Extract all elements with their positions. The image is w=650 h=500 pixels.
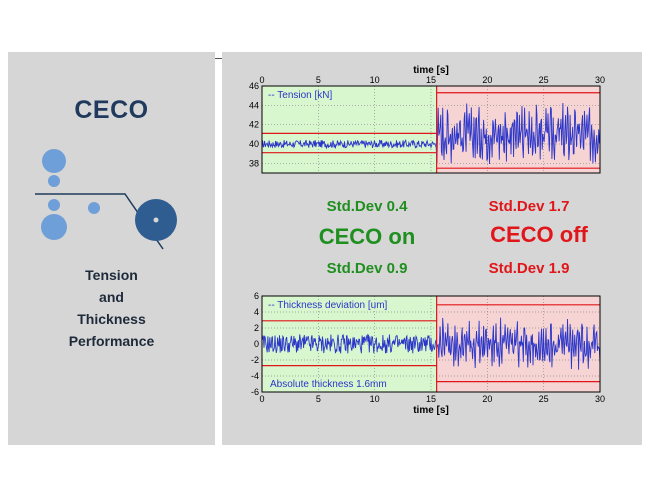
- off-tension-std: Std.Dev 1.7: [488, 198, 570, 215]
- mill-rollers-diagram: [35, 149, 177, 250]
- x-tick-label-30: 30: [595, 394, 605, 404]
- legend-label: -- Tension [kN]: [268, 90, 333, 101]
- signal-line: [261, 102, 601, 165]
- y-tick-label-46: 46: [249, 81, 259, 91]
- on-thickness-std: Std.Dev 0.9: [326, 260, 408, 277]
- divider-tick: [215, 58, 222, 59]
- brand-title: CECO: [74, 96, 149, 124]
- lower-work-roll: [48, 199, 60, 211]
- x-tick-label-15: 15: [426, 394, 436, 404]
- lower-backup-roll: [41, 214, 67, 240]
- x-axis-label: time [s]: [413, 405, 449, 416]
- x-tick-label-10: 10: [370, 75, 380, 85]
- on-zone-bg: [262, 86, 437, 173]
- x-axis-label: time [s]: [413, 65, 449, 76]
- right-panel: 0 5 10 15 20 25 30 38 40 42 44 46 time [s] -- Tension…: [222, 52, 642, 445]
- y-tick-label-2: 2: [254, 323, 259, 333]
- caption-line-1: Tension: [85, 267, 138, 283]
- left-panel: CECO Tension and Thickness Performance: [8, 52, 215, 445]
- y-tick-label-38: 38: [249, 158, 259, 168]
- x-tick-label-20: 20: [482, 394, 492, 404]
- upper-work-roll: [48, 175, 60, 187]
- x-tick-label-0: 0: [259, 75, 264, 85]
- plot-frame: [261, 295, 601, 393]
- caption-line-3: Thickness: [77, 311, 146, 327]
- legend-label: -- Thickness deviation [um]: [268, 300, 388, 311]
- coiler-center: [153, 217, 159, 223]
- upper-backup-roll: [42, 149, 66, 173]
- caption: Tension and Thickness Performance: [8, 264, 215, 352]
- signal-line: [261, 317, 601, 370]
- off-label: CECO off: [490, 222, 588, 247]
- x-tick-label-0: 0: [259, 394, 264, 404]
- x-tick-label-25: 25: [539, 75, 549, 85]
- y-tick-label-42: 42: [249, 120, 259, 130]
- thickness-chart: 0 5 10 15 20 25 30 -6 -4 -2 0 2 4 6 time [s] -- Thickne…: [251, 291, 605, 416]
- y-tick-label-44: 44: [249, 100, 259, 110]
- x-tick-label-30: 30: [595, 75, 605, 85]
- y-tick-label-40: 40: [249, 139, 259, 149]
- on-tension-std: Std.Dev 0.4: [326, 198, 408, 215]
- x-tick-label-20: 20: [482, 75, 492, 85]
- off-thickness-std: Std.Dev 1.9: [488, 260, 570, 277]
- y-tick-label--6: -6: [251, 387, 259, 397]
- caption-line-4: Performance: [68, 333, 155, 349]
- y-tick-label-6: 6: [254, 291, 259, 301]
- plot-frame: [261, 85, 601, 174]
- x-tick-label-5: 5: [316, 394, 321, 404]
- y-tick-label--2: -2: [251, 355, 259, 365]
- on-label: CECO on: [318, 224, 416, 249]
- caption-line-2: and: [99, 289, 124, 305]
- y-tick-label-0: 0: [254, 339, 259, 349]
- y-tick-label--4: -4: [251, 371, 259, 381]
- x-tick-label-5: 5: [316, 75, 321, 85]
- x-tick-label-25: 25: [539, 394, 549, 404]
- x-tick-label-10: 10: [370, 394, 380, 404]
- annotation-label: Absolute thickness 1.6mm: [270, 379, 387, 390]
- deflector-roll: [88, 202, 100, 214]
- tension-chart: 0 5 10 15 20 25 30 38 40 42 44 46 time [s] -- Tension…: [249, 65, 605, 174]
- x-tick-label-15: 15: [426, 75, 436, 85]
- y-tick-label-4: 4: [254, 307, 259, 317]
